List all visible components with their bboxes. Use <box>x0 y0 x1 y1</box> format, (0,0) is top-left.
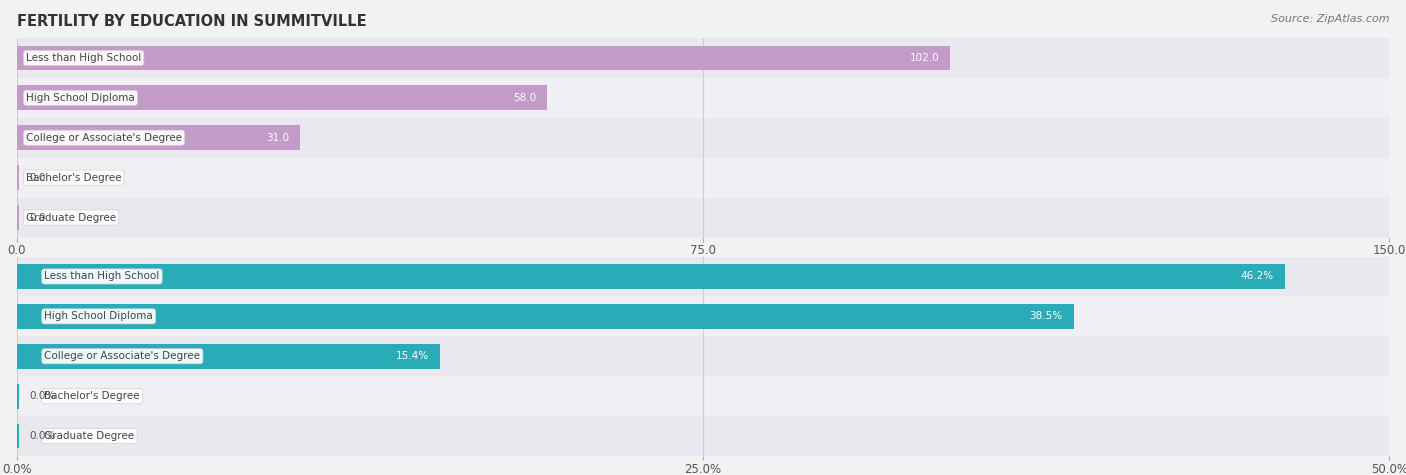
Text: College or Associate's Degree: College or Associate's Degree <box>27 133 181 143</box>
Text: Graduate Degree: Graduate Degree <box>45 431 135 441</box>
Bar <box>17 158 1389 198</box>
Text: High School Diploma: High School Diploma <box>27 93 135 103</box>
Text: 31.0: 31.0 <box>266 133 290 143</box>
Bar <box>17 424 18 448</box>
Bar <box>17 376 1389 416</box>
Bar <box>17 46 950 70</box>
Bar <box>17 78 1389 118</box>
Bar <box>17 336 1389 376</box>
Bar <box>17 165 18 190</box>
Text: 58.0: 58.0 <box>513 93 537 103</box>
Text: Source: ZipAtlas.com: Source: ZipAtlas.com <box>1271 14 1389 24</box>
Bar <box>17 205 18 230</box>
Bar <box>17 384 18 408</box>
Bar <box>17 344 440 369</box>
Text: 0.0%: 0.0% <box>30 431 56 441</box>
Text: Bachelor's Degree: Bachelor's Degree <box>45 391 139 401</box>
Text: 0.0%: 0.0% <box>30 391 56 401</box>
Bar <box>17 264 1285 289</box>
Bar <box>17 38 1389 78</box>
Bar <box>17 118 1389 158</box>
Text: 15.4%: 15.4% <box>395 351 429 361</box>
Text: 38.5%: 38.5% <box>1029 311 1063 322</box>
Bar <box>17 125 301 150</box>
Text: High School Diploma: High School Diploma <box>45 311 153 322</box>
Bar <box>17 416 1389 456</box>
Text: 46.2%: 46.2% <box>1240 271 1274 282</box>
Bar <box>17 296 1389 336</box>
Bar <box>17 198 1389 238</box>
Text: Bachelor's Degree: Bachelor's Degree <box>27 172 121 183</box>
Bar <box>17 304 1074 329</box>
Text: Less than High School: Less than High School <box>27 53 141 63</box>
Text: 0.0: 0.0 <box>30 172 46 183</box>
Bar <box>17 256 1389 296</box>
Text: Graduate Degree: Graduate Degree <box>27 212 117 223</box>
Text: College or Associate's Degree: College or Associate's Degree <box>45 351 200 361</box>
Bar <box>17 86 547 110</box>
Text: 0.0: 0.0 <box>30 212 46 223</box>
Text: FERTILITY BY EDUCATION IN SUMMITVILLE: FERTILITY BY EDUCATION IN SUMMITVILLE <box>17 14 367 29</box>
Text: Less than High School: Less than High School <box>45 271 159 282</box>
Text: 102.0: 102.0 <box>910 53 939 63</box>
